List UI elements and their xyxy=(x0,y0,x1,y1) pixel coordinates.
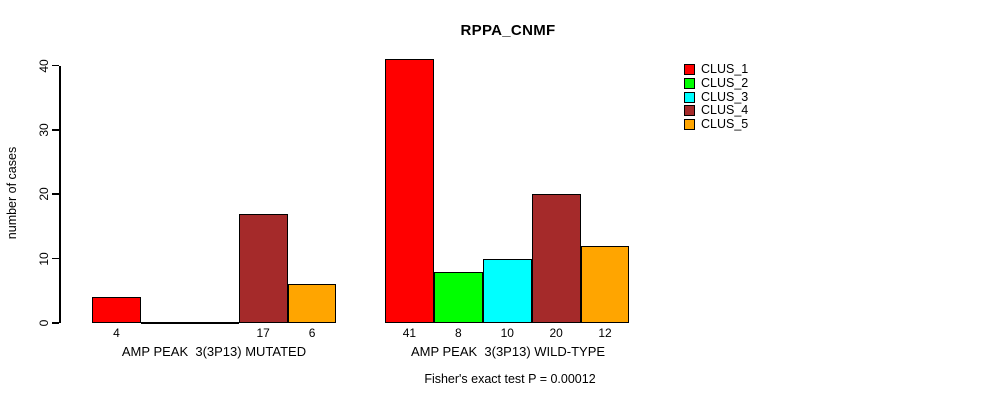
zero-height-bar-clus_3 xyxy=(189,322,239,324)
bar-value-label: 6 xyxy=(308,326,316,340)
bar-value-label: 10 xyxy=(500,326,514,340)
legend-swatch-icon xyxy=(684,77,695,89)
bar-value-label: 12 xyxy=(598,326,612,340)
chart-title: RPPA_CNMF xyxy=(460,22,556,39)
y-axis-tick-label: 30 xyxy=(37,123,51,137)
y-axis-tick xyxy=(52,64,59,67)
legend-item: CLUS_4 xyxy=(684,103,749,118)
legend-swatch-icon xyxy=(684,105,695,117)
legend-label: CLUS_3 xyxy=(701,89,749,104)
legend-label: CLUS_1 xyxy=(701,62,749,76)
legend-label: CLUS_4 xyxy=(701,103,749,118)
y-axis-tick xyxy=(52,129,59,131)
legend-item: CLUS_3 xyxy=(684,89,749,104)
bar-clus_1 xyxy=(92,297,141,323)
y-axis-tick-label: 20 xyxy=(37,187,51,202)
bar-clus_3 xyxy=(482,258,532,323)
legend-item: CLUS_2 xyxy=(684,75,749,90)
bar-value-label: 41 xyxy=(402,326,417,340)
legend-swatch-icon xyxy=(684,64,695,75)
group-label-mutated: AMP PEAK 3(3P13) MUTATED xyxy=(121,344,307,359)
y-axis-line xyxy=(59,66,61,323)
legend-label: CLUS_2 xyxy=(701,75,749,90)
y-axis-tick xyxy=(52,257,59,260)
legend-item: CLUS_1 xyxy=(684,62,749,76)
bar-clus_5 xyxy=(580,245,630,323)
bar-value-label: 17 xyxy=(256,326,270,340)
bar-clus_4 xyxy=(531,194,581,323)
legend: CLUS_1 CLUS_2 CLUS_3 CLUS_4 CLUS_5 xyxy=(684,62,749,133)
fisher-test-note: Fisher's exact test P = 0.00012 xyxy=(424,372,596,386)
y-axis-tick xyxy=(52,322,59,324)
legend-label: CLUS_5 xyxy=(701,117,749,132)
y-axis-tick-label: 0 xyxy=(37,319,51,327)
y-axis-tick-label: 40 xyxy=(37,59,51,73)
bar-clus_2 xyxy=(433,271,483,323)
zero-height-bar-clus_2 xyxy=(140,322,190,324)
bar-value-label: 8 xyxy=(455,326,462,340)
bar-value-label: 4 xyxy=(113,326,120,340)
y-axis-tick xyxy=(52,193,59,195)
bar-clus_4 xyxy=(238,213,288,323)
bar-value-label: 20 xyxy=(549,326,563,340)
group-label-wild-type: AMP PEAK 3(3P13) WILD-TYPE xyxy=(410,344,606,359)
legend-swatch-icon xyxy=(684,119,695,131)
y-axis-tick-label: 10 xyxy=(37,252,51,266)
legend-swatch-icon xyxy=(684,91,695,103)
y-axis-title: number of cases xyxy=(5,146,19,240)
bar-clus_1 xyxy=(385,59,434,323)
legend-item: CLUS_5 xyxy=(684,117,749,132)
bar-clus_5 xyxy=(287,284,337,323)
